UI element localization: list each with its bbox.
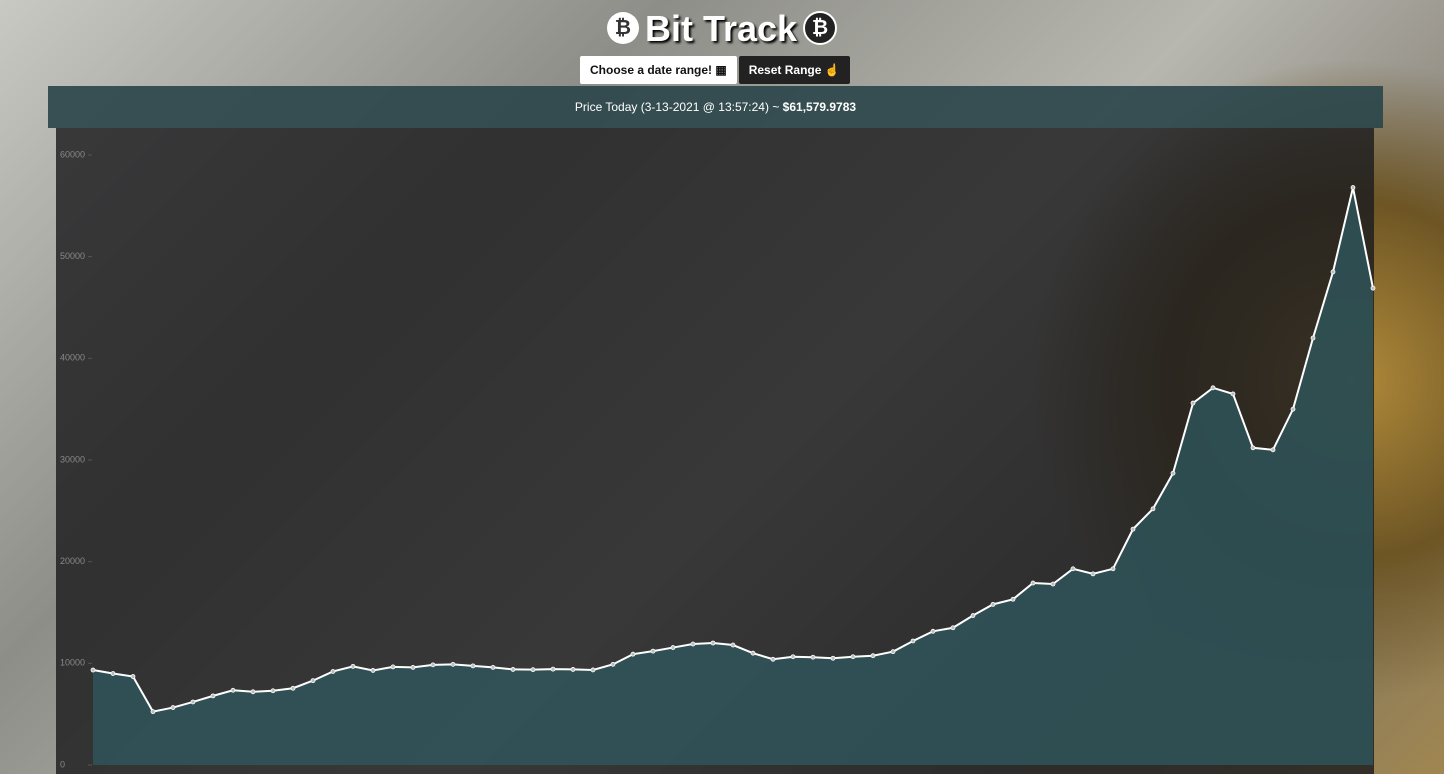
data-point [1030,580,1036,586]
coin-icon: ₿ [606,12,639,45]
data-point [490,665,496,670]
data-point [1330,269,1336,275]
data-point [1050,581,1056,587]
data-point [170,705,176,710]
data-point [710,640,716,646]
data-point [630,651,636,657]
y-tick-label: 10000 [60,658,85,668]
data-point [310,678,316,684]
data-point [450,661,456,667]
data-point [1010,596,1016,602]
data-point [810,654,816,660]
data-point [530,667,536,673]
data-point [910,638,916,644]
data-point [130,674,136,679]
data-point [990,601,996,607]
data-point [370,668,376,673]
calendar-icon: ▦ [715,63,727,77]
data-point [670,645,676,650]
reset-range-button[interactable]: Reset Range ☝ [738,56,850,84]
data-point [1270,447,1276,453]
button-label: Reset Range [748,63,822,77]
data-point [950,625,956,631]
data-point [1090,571,1096,577]
data-point [210,693,216,699]
app-title: Bit Track [644,8,798,49]
data-point [590,667,596,673]
date-range-button[interactable]: Choose a date range! ▦ [580,56,737,84]
data-point [430,662,436,668]
data-point [1350,185,1356,190]
y-tick-label: 60000 [60,149,85,159]
data-point [1290,406,1296,412]
data-point [230,687,236,693]
data-point [270,688,276,694]
coin-icon: ₿ [803,11,838,46]
data-point [650,648,656,654]
data-point [1250,445,1256,451]
data-point [830,655,836,661]
data-point [1170,470,1176,476]
data-point [890,649,896,655]
data-point [610,661,616,667]
data-point [750,650,756,656]
header: ₿ Bit Track ₿ [0,8,1444,51]
data-point [1210,385,1216,391]
data-point [850,654,856,660]
data-point [770,656,776,662]
data-point [1110,566,1116,572]
data-point [870,653,876,659]
data-point [1070,566,1076,572]
data-point [470,663,476,669]
data-point [970,613,976,618]
price-value: $61,579.9783 [782,100,857,114]
data-point [570,667,576,672]
data-point [730,642,736,648]
button-group: Choose a date range! ▦ Reset Range ☝ [580,56,850,84]
data-point [1190,400,1196,406]
data-point [290,685,296,691]
y-tick-label: 50000 [60,251,85,261]
y-tick-label: 40000 [60,353,85,363]
button-label: Choose a date range! [590,63,713,77]
data-point [390,664,396,670]
price-label: Price Today (3-13-2021 @ 13:57:24) ~ [574,100,780,114]
hand-icon: ☝ [824,63,840,77]
data-point [510,667,516,672]
price-banner: Price Today (3-13-2021 @ 13:57:24) ~ $61… [48,86,1383,128]
data-point [930,628,936,634]
data-point [1150,506,1156,512]
data-point [410,665,416,670]
y-tick-label: 20000 [60,556,85,566]
data-point [110,671,116,676]
y-tick-label: 30000 [60,454,85,464]
data-point [190,699,196,705]
y-tick-label: 0 [60,759,65,769]
data-point [330,669,336,674]
data-point [550,666,556,672]
data-point [150,709,156,715]
data-point [1230,391,1236,397]
area [93,187,1373,766]
data-point [1370,285,1376,291]
data-point [690,641,696,647]
data-point [350,663,356,669]
data-point [90,667,96,673]
data-point [790,654,796,660]
data-point [250,689,256,695]
data-point [1130,526,1136,532]
data-point [1310,335,1316,341]
